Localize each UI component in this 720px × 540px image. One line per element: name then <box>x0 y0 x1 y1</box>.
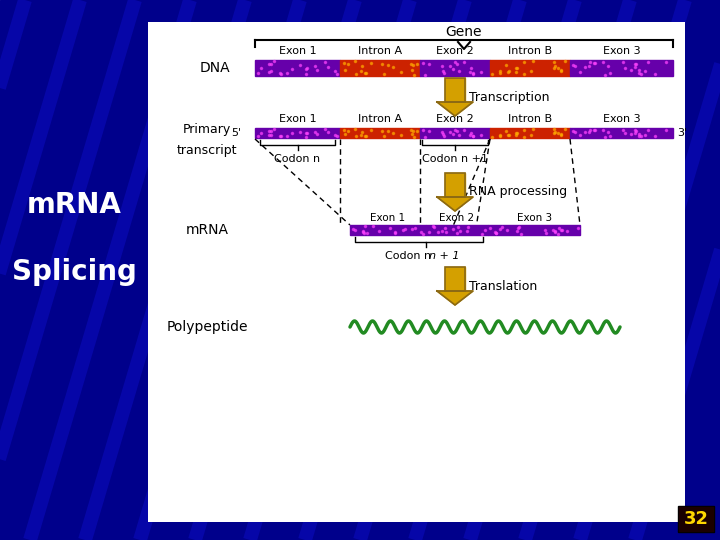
Bar <box>445 78 465 102</box>
Bar <box>426 225 488 235</box>
Bar <box>340 128 420 138</box>
Text: Exon 1: Exon 1 <box>279 114 316 124</box>
Bar <box>445 173 465 197</box>
Bar <box>679 507 713 531</box>
Text: RNA processing: RNA processing <box>469 186 567 199</box>
Text: Exon 2: Exon 2 <box>436 46 474 56</box>
Text: Translation: Translation <box>469 280 537 293</box>
Bar <box>420 60 490 76</box>
Text: mRNA: mRNA <box>27 191 122 219</box>
Text: transcript: transcript <box>176 144 238 157</box>
Text: 5': 5' <box>231 128 241 138</box>
Text: Exon 2: Exon 2 <box>439 213 474 223</box>
Text: Intron B: Intron B <box>508 114 552 124</box>
Text: Primary: Primary <box>183 123 231 136</box>
Text: Exon 2: Exon 2 <box>436 114 474 124</box>
Text: Intron A: Intron A <box>358 114 402 124</box>
Polygon shape <box>437 291 473 305</box>
Bar <box>350 225 426 235</box>
Bar <box>420 128 490 138</box>
Text: 3': 3' <box>677 128 687 138</box>
Text: Exon 3: Exon 3 <box>516 213 552 223</box>
Text: Exon 1: Exon 1 <box>370 213 405 223</box>
Bar <box>255 128 340 138</box>
Bar <box>445 78 465 102</box>
Bar <box>445 173 465 197</box>
Bar <box>570 60 673 76</box>
Text: Gene: Gene <box>446 25 482 39</box>
Polygon shape <box>437 197 473 211</box>
Text: Codon n: Codon n <box>274 154 320 164</box>
Bar <box>488 225 580 235</box>
Bar <box>255 60 340 76</box>
Text: Codon n +1: Codon n +1 <box>422 154 488 164</box>
Text: Intron B: Intron B <box>508 46 552 56</box>
Bar <box>490 128 570 138</box>
Bar <box>445 267 465 291</box>
Text: Exon 3: Exon 3 <box>603 46 640 56</box>
Bar <box>570 128 673 138</box>
Text: n + 1: n + 1 <box>428 251 459 261</box>
Text: 32: 32 <box>683 510 708 528</box>
Text: Exon 1: Exon 1 <box>279 46 316 56</box>
Text: DNA: DNA <box>199 61 230 75</box>
Bar <box>678 506 714 532</box>
Text: mRNA: mRNA <box>186 223 228 237</box>
Text: Transcription: Transcription <box>469 91 549 104</box>
Text: Intron A: Intron A <box>358 46 402 56</box>
Bar <box>340 60 420 76</box>
Text: Polypeptide: Polypeptide <box>166 320 248 334</box>
Text: Splicing: Splicing <box>12 258 136 286</box>
Bar <box>490 60 570 76</box>
Polygon shape <box>437 102 473 116</box>
Bar <box>445 267 465 291</box>
Text: Exon 3: Exon 3 <box>603 114 640 124</box>
Text: Codon n: Codon n <box>384 251 431 261</box>
Bar <box>148 22 685 522</box>
